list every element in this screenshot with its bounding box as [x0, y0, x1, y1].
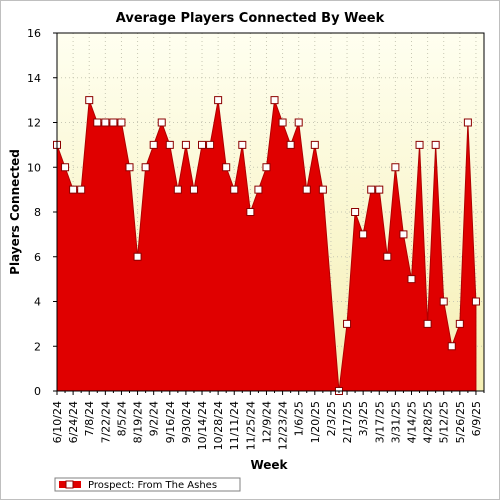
data-point	[149, 140, 158, 149]
data-point	[93, 118, 102, 127]
data-point	[318, 185, 327, 194]
data-point	[415, 140, 424, 149]
x-tick-label: 10/28/24	[212, 401, 225, 450]
data-point	[77, 185, 86, 194]
data-point	[270, 96, 279, 105]
data-point	[455, 319, 464, 328]
data-point	[391, 163, 400, 172]
x-tick-label: 4/14/25	[405, 401, 418, 443]
x-tick-label: 8/19/24	[132, 401, 145, 443]
x-tick-label: 7/8/24	[83, 401, 96, 436]
x-tick-label: 6/9/25	[470, 401, 483, 436]
data-point	[206, 140, 215, 149]
x-tick-label: 8/5/24	[115, 401, 128, 436]
legend: Prospect: From The Ashes	[54, 477, 241, 492]
data-point	[222, 163, 231, 172]
x-tick-labels: 6/10/24 6/24/24 7/8/24 7/22/24 8/5/24 8/19/24…	[51, 401, 483, 450]
legend-box	[54, 477, 241, 492]
data-point	[310, 140, 319, 149]
x-axis-title: Week	[250, 458, 288, 472]
y-tick-label: 2	[34, 340, 41, 353]
x-tick-label: 3/3/25	[357, 401, 370, 436]
x-tick-label: 4/28/25	[422, 401, 435, 443]
x-tick-label: 3/31/25	[389, 401, 402, 443]
data-point	[198, 140, 207, 149]
data-point	[214, 96, 223, 105]
y-tick-label: 12	[27, 117, 41, 130]
data-point	[85, 96, 94, 105]
data-point	[246, 208, 255, 216]
x-tick-label: 12/23/24	[277, 401, 290, 450]
data-point	[367, 185, 376, 194]
y-tick-label: 0	[34, 385, 41, 398]
data-point	[463, 118, 472, 127]
data-point	[383, 252, 392, 261]
x-tick-label: 9/30/24	[180, 401, 193, 443]
data-point	[294, 118, 303, 127]
legend-label: Prospect: From The Ashes	[88, 480, 217, 491]
series-markers	[53, 96, 480, 395]
x-tick-label: 5/26/25	[454, 401, 467, 443]
y-axis-title: Players Connected	[8, 149, 22, 275]
data-point	[69, 185, 78, 194]
y-tick-labels: 0 2 4 6 8 10 12 14 16	[27, 27, 41, 398]
data-point	[125, 163, 134, 172]
data-point	[141, 163, 150, 172]
data-point	[189, 185, 198, 194]
chart-title: Average Players Connected By Week	[116, 11, 385, 26]
x-tick-label: 9/16/24	[164, 401, 177, 443]
data-point	[181, 140, 190, 149]
data-point	[262, 163, 271, 172]
x-tick-label: 6/24/24	[67, 401, 80, 443]
data-point	[302, 185, 311, 194]
data-point	[101, 118, 110, 127]
data-point	[407, 275, 416, 284]
data-point	[431, 140, 440, 149]
data-point	[423, 319, 432, 328]
x-tick-label: 3/17/25	[373, 401, 386, 443]
y-tick-label: 6	[34, 251, 41, 264]
data-point	[399, 230, 408, 239]
x-tick-label: 11/25/24	[244, 401, 257, 450]
x-tick-label: 12/9/24	[260, 401, 273, 443]
data-point	[230, 185, 239, 194]
x-tick-label: 5/12/25	[438, 401, 451, 443]
data-point	[173, 185, 182, 194]
data-point	[471, 297, 480, 306]
data-point	[359, 230, 368, 239]
data-point	[343, 319, 352, 328]
x-tick-label: 9/2/24	[148, 401, 161, 436]
data-point	[238, 140, 247, 149]
x-tick-label: 2/17/25	[341, 401, 354, 443]
axes	[53, 32, 485, 395]
data-point	[439, 297, 448, 306]
y-tick-label: 10	[27, 161, 41, 174]
data-point	[351, 208, 360, 216]
y-tick-label: 8	[34, 206, 41, 219]
data-point	[254, 185, 263, 194]
x-tick-label: 1/6/25	[293, 401, 306, 436]
y-tick-label: 16	[27, 27, 41, 40]
x-tick-label: 2/3/25	[325, 401, 338, 436]
data-point	[375, 185, 384, 194]
x-tick-label: 1/20/25	[309, 401, 322, 443]
x-tick-label: 7/22/24	[99, 401, 112, 443]
data-point	[447, 342, 456, 351]
legend-marker	[65, 480, 74, 489]
x-tick-label: 6/10/24	[51, 401, 64, 443]
data-point	[61, 163, 70, 172]
data-point	[157, 118, 166, 127]
data-point	[165, 140, 174, 149]
x-tick-label: 10/14/24	[196, 401, 209, 450]
data-point	[278, 118, 287, 127]
x-tick-label: 11/11/24	[228, 401, 241, 450]
data-point	[286, 140, 295, 149]
y-tick-label: 4	[34, 296, 41, 309]
data-point	[109, 118, 118, 127]
y-tick-label: 14	[27, 72, 41, 85]
data-point	[117, 118, 126, 127]
data-point	[133, 252, 142, 261]
